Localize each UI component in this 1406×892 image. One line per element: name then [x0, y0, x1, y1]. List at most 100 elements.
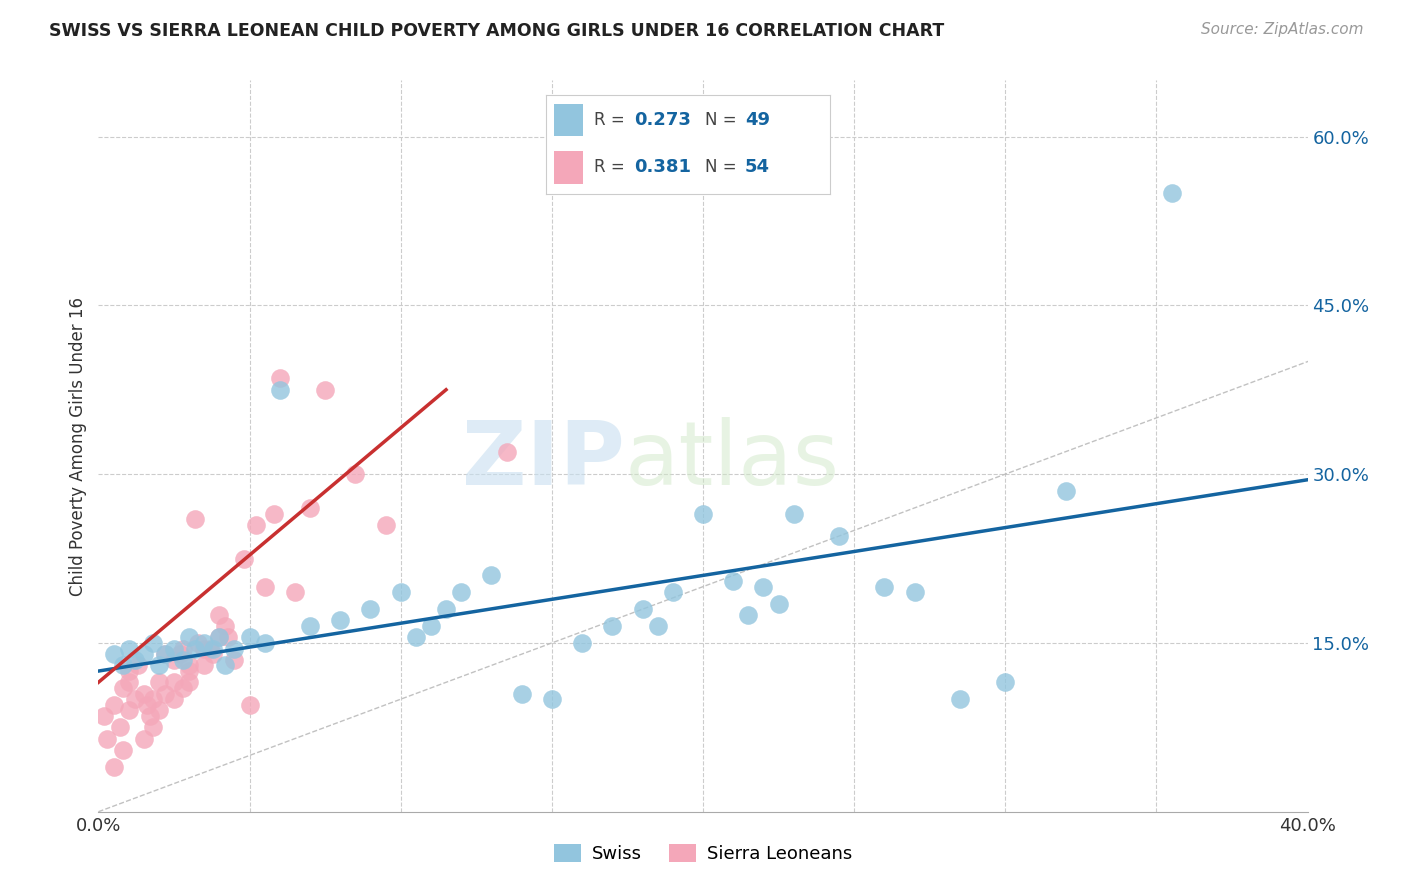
Point	[253, 580, 276, 594]
Point	[118, 641, 141, 656]
Text: Source: ZipAtlas.com: Source: ZipAtlas.com	[1201, 22, 1364, 37]
Point	[103, 698, 125, 712]
Point	[904, 585, 927, 599]
Point	[153, 647, 176, 661]
Point	[214, 658, 236, 673]
Point	[111, 681, 134, 695]
Point	[329, 614, 352, 628]
Point	[602, 619, 624, 633]
Point	[1160, 186, 1182, 200]
Point	[142, 692, 165, 706]
Point	[111, 658, 134, 673]
Point	[202, 647, 225, 661]
Point	[153, 687, 176, 701]
Point	[208, 607, 231, 622]
Point	[284, 585, 307, 599]
Point	[148, 675, 170, 690]
Point	[224, 653, 246, 667]
Point	[148, 658, 170, 673]
Point	[269, 371, 291, 385]
Text: SWISS VS SIERRA LEONEAN CHILD POVERTY AMONG GIRLS UNDER 16 CORRELATION CHART: SWISS VS SIERRA LEONEAN CHILD POVERTY AM…	[49, 22, 945, 40]
Point	[510, 687, 533, 701]
Point	[344, 467, 367, 482]
Point	[495, 444, 517, 458]
Point	[148, 703, 170, 717]
Point	[96, 731, 118, 746]
Point	[253, 636, 276, 650]
Point	[193, 658, 215, 673]
Point	[111, 743, 134, 757]
Point	[179, 664, 201, 678]
Point	[314, 383, 336, 397]
Point	[723, 574, 745, 588]
Point	[873, 580, 896, 594]
Point	[420, 619, 443, 633]
Point	[187, 636, 209, 650]
Point	[193, 641, 215, 656]
Point	[540, 692, 562, 706]
Point	[142, 720, 165, 734]
Point	[994, 675, 1017, 690]
Point	[179, 630, 201, 644]
Point	[949, 692, 972, 706]
Point	[239, 698, 262, 712]
Point	[179, 658, 201, 673]
Point	[118, 675, 141, 690]
Point	[200, 641, 222, 656]
Point	[360, 602, 382, 616]
Point	[127, 658, 149, 673]
Point	[647, 619, 669, 633]
Y-axis label: Child Poverty Among Girls Under 16: Child Poverty Among Girls Under 16	[69, 296, 87, 596]
Point	[103, 647, 125, 661]
Point	[108, 720, 131, 734]
Point	[135, 698, 157, 712]
Point	[193, 636, 215, 650]
Point	[163, 692, 186, 706]
Point	[214, 619, 236, 633]
Point	[118, 703, 141, 717]
Point	[481, 568, 503, 582]
Point	[374, 517, 396, 532]
Point	[208, 630, 231, 644]
Point	[752, 580, 775, 594]
Legend: Swiss, Sierra Leoneans: Swiss, Sierra Leoneans	[548, 838, 858, 869]
Point	[783, 507, 806, 521]
Point	[169, 647, 191, 661]
Point	[163, 653, 186, 667]
Point	[217, 630, 239, 644]
Point	[163, 641, 186, 656]
Point	[631, 602, 654, 616]
Point	[172, 641, 194, 656]
Point	[184, 641, 207, 656]
Point	[263, 507, 285, 521]
Point	[132, 731, 155, 746]
Point	[737, 607, 759, 622]
Point	[184, 512, 207, 526]
Point	[389, 585, 412, 599]
Point	[142, 636, 165, 650]
Point	[768, 597, 790, 611]
Point	[224, 641, 246, 656]
Point	[163, 675, 186, 690]
Point	[692, 507, 714, 521]
Point	[571, 636, 593, 650]
Point	[202, 641, 225, 656]
Point	[118, 664, 141, 678]
Text: ZIP: ZIP	[461, 417, 624, 504]
Point	[153, 647, 176, 661]
Point	[239, 630, 262, 644]
Point	[405, 630, 427, 644]
Point	[139, 709, 162, 723]
Point	[172, 653, 194, 667]
Point	[299, 500, 322, 515]
Point	[269, 383, 291, 397]
Point	[245, 517, 267, 532]
Point	[828, 529, 851, 543]
Point	[132, 687, 155, 701]
Point	[661, 585, 683, 599]
Point	[1054, 483, 1077, 498]
Point	[450, 585, 472, 599]
Point	[172, 681, 194, 695]
Point	[434, 602, 457, 616]
Text: atlas: atlas	[624, 417, 839, 504]
